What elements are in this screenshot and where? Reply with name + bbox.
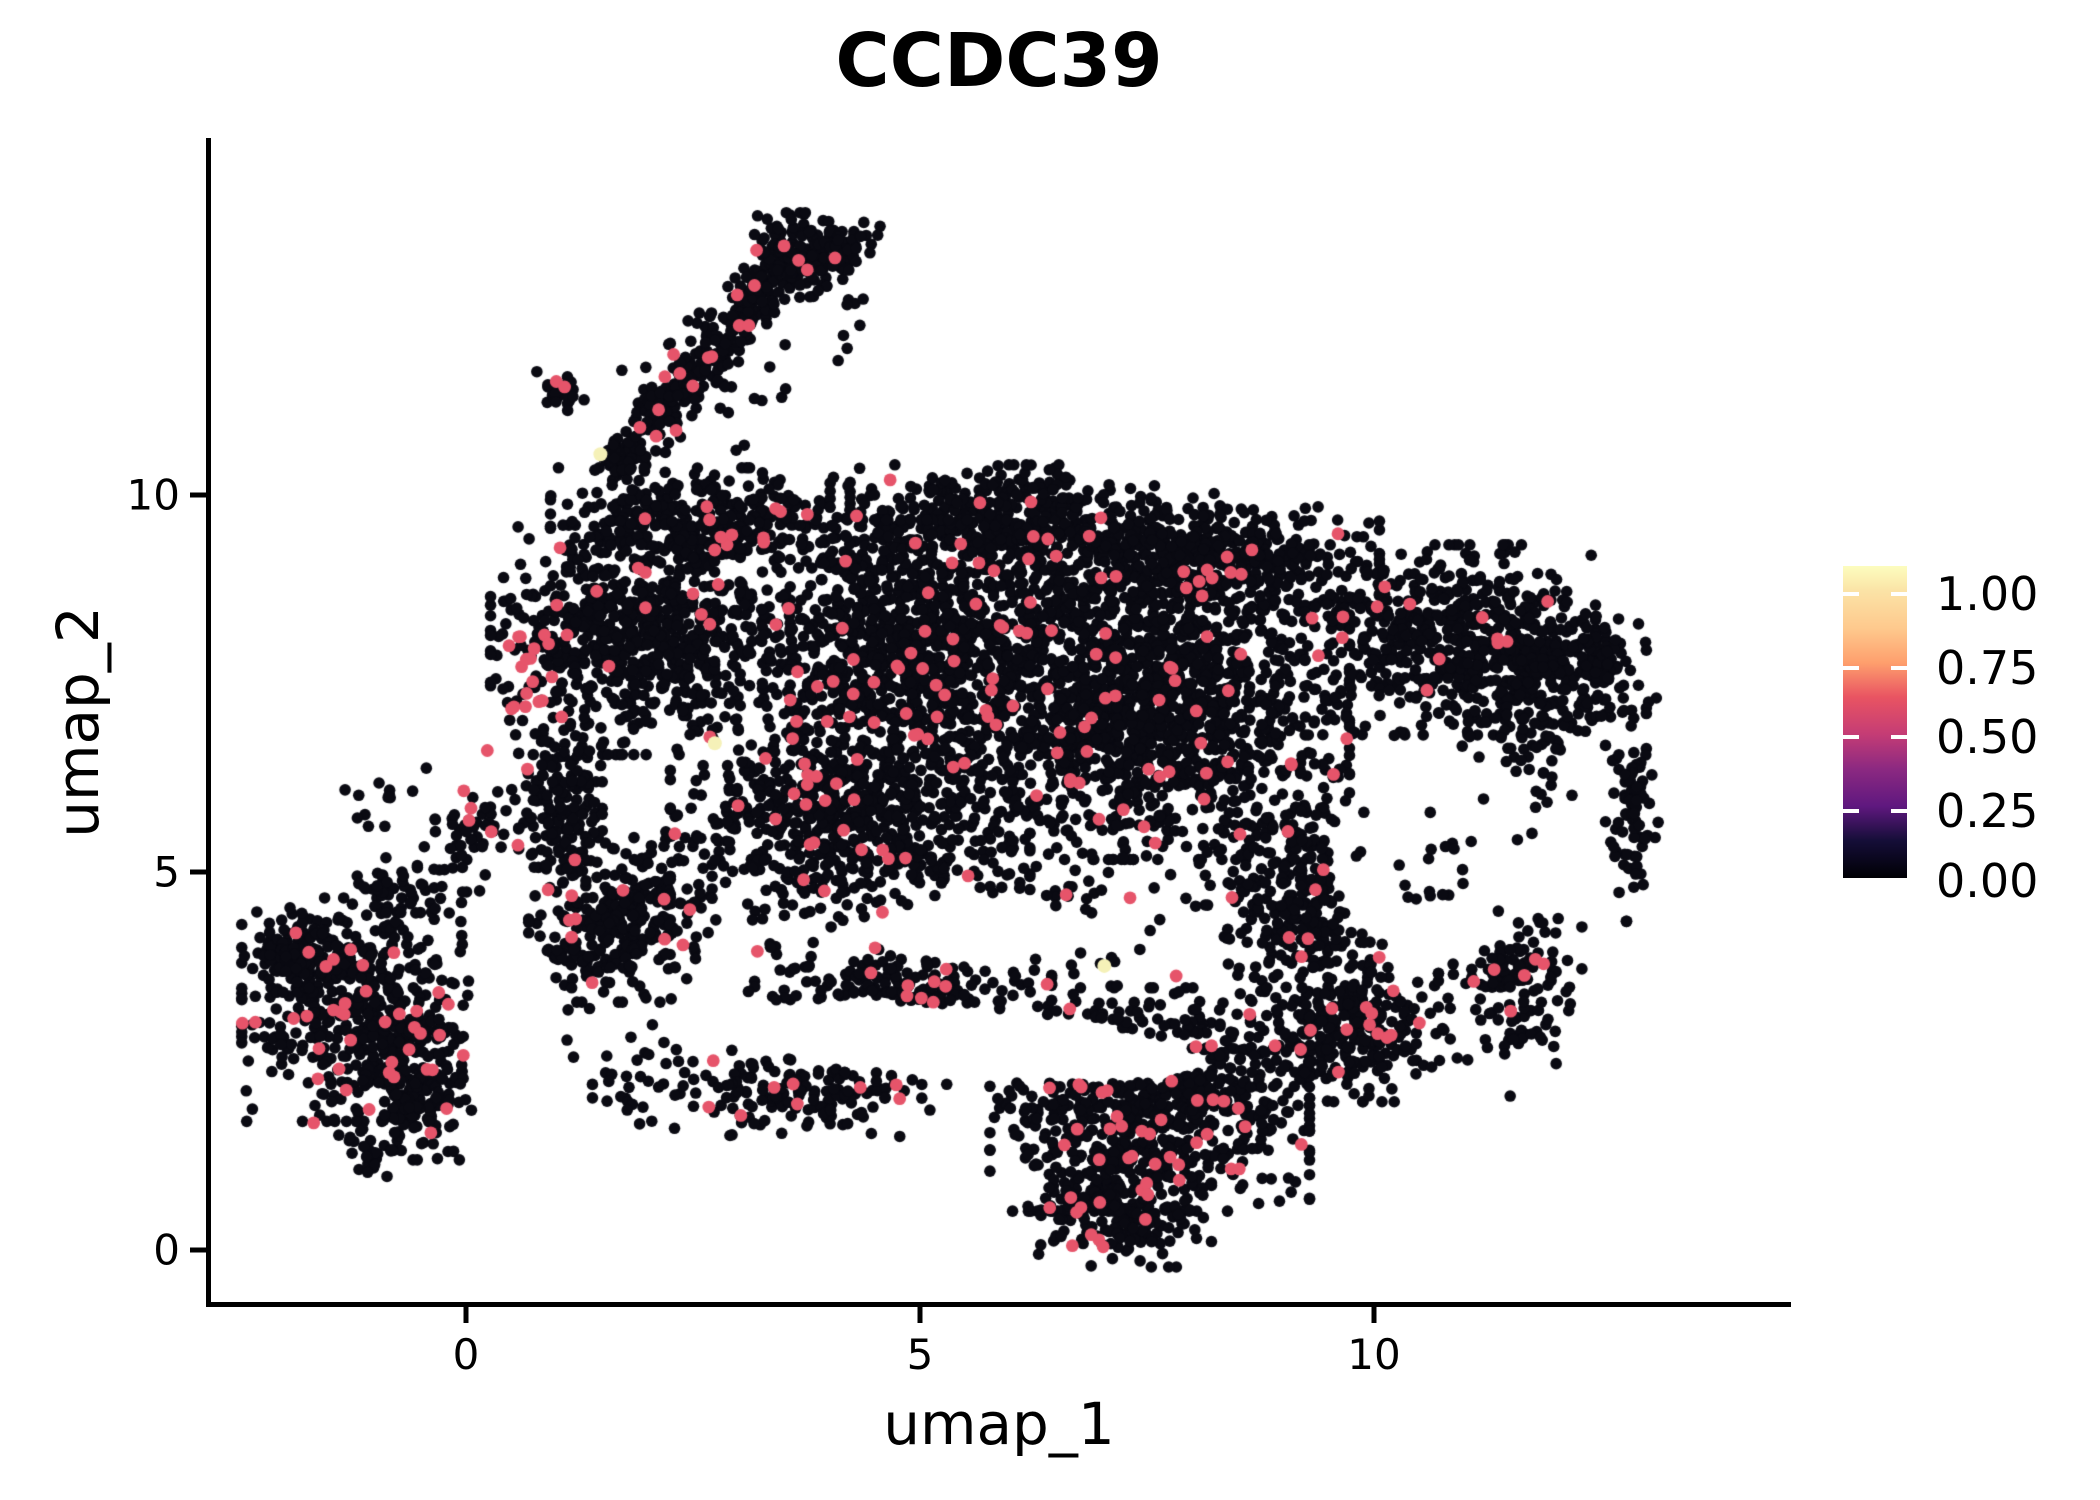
y-axis-line <box>206 138 211 1306</box>
y-tick-mark <box>190 1247 206 1253</box>
colorbar-label: 1.00 <box>1936 567 2039 622</box>
x-axis-line <box>206 1302 1791 1307</box>
y-tick-label: 0 <box>153 1225 180 1275</box>
colorbar-label: 0.00 <box>1936 854 2039 909</box>
chart-title: CCDC39 <box>835 18 1163 104</box>
colorbar-tick <box>1891 808 1907 813</box>
x-tick-mark <box>1371 1307 1377 1323</box>
x-tick-label: 0 <box>452 1330 480 1379</box>
y-tick-mark <box>190 869 206 875</box>
colorbar-label: 0.25 <box>1936 783 2039 838</box>
y-tick-mark <box>190 492 206 498</box>
x-tick-label: 10 <box>1347 1330 1401 1379</box>
colorbar-gradient <box>1843 566 1907 878</box>
colorbar <box>1843 566 1907 878</box>
x-tick-mark <box>463 1307 469 1323</box>
colorbar-tick <box>1843 592 1859 597</box>
x-axis-title: umap_1 <box>883 1390 1115 1458</box>
colorbar-label: 0.50 <box>1936 709 2039 764</box>
colorbar-tick <box>1843 734 1859 739</box>
x-tick-label: 5 <box>906 1330 934 1379</box>
y-axis-title: umap_2 <box>44 606 112 838</box>
x-tick-mark <box>917 1307 923 1323</box>
y-tick-label: 5 <box>153 847 180 897</box>
colorbar-tick <box>1843 666 1859 671</box>
colorbar-tick <box>1891 666 1907 671</box>
colorbar-label: 0.75 <box>1936 641 2039 696</box>
colorbar-tick <box>1891 734 1907 739</box>
y-tick-label: 10 <box>126 470 180 520</box>
colorbar-tick <box>1891 592 1907 597</box>
colorbar-tick <box>1843 808 1859 813</box>
